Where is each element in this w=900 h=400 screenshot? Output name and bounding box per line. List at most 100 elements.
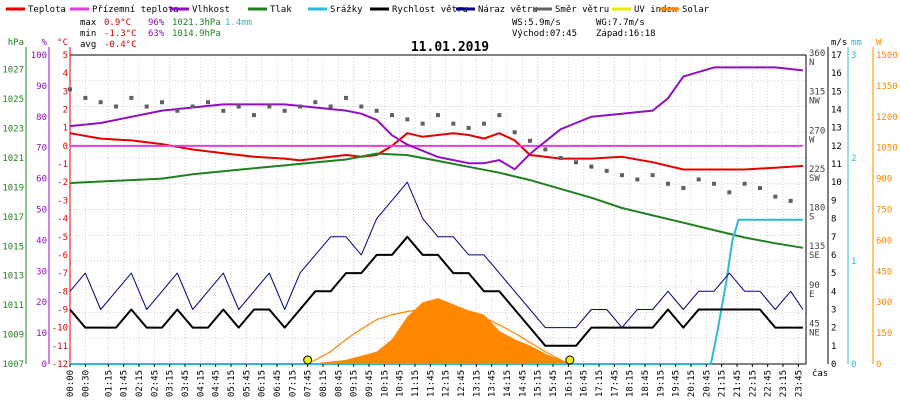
hpa-tick-label: 1025 <box>2 95 24 105</box>
ms-tick-label: 13 <box>831 124 842 134</box>
stats-hum-min: 63% <box>148 29 165 39</box>
time-tick-label: 14:45 <box>518 370 528 397</box>
direction-tick-label: 270 <box>809 126 825 136</box>
hpa-tick-label: 1007 <box>2 360 24 370</box>
time-tick-label: 23:45 <box>794 370 804 397</box>
series-sm-r-v-tru-point <box>497 113 502 118</box>
series-sm-r-v-tru-point <box>420 121 425 126</box>
time-tick-label: 10:15 <box>380 370 390 397</box>
series-sm-r-v-tru-point <box>267 104 272 109</box>
series-sm-r-v-tru-point <box>773 194 778 199</box>
direction-letter: NW <box>809 97 820 107</box>
time-tick-label: 09:15 <box>350 370 360 397</box>
time-tick-label: 09:45 <box>365 370 375 397</box>
series-sm-r-v-tru-point <box>359 104 364 109</box>
wm2-tick-label: 150 <box>876 329 892 339</box>
series-sm-r-v-tru-point <box>129 95 134 100</box>
time-tick-label: 18:15 <box>626 370 636 397</box>
time-tick-label: 10:45 <box>396 370 406 397</box>
hpa-tick-label: 1019 <box>2 183 24 193</box>
ms-tick-label: 10 <box>831 178 842 188</box>
series-sm-r-v-tru-point <box>405 117 410 122</box>
stats-sunrise: Východ:07:45 <box>512 29 577 39</box>
time-tick-label: 02:15 <box>135 370 145 397</box>
stats-press-min: 1014.9hPa <box>172 29 221 39</box>
wm2-unit: W <box>876 38 882 48</box>
time-tick-label: 21:45 <box>733 370 743 397</box>
time-tick-label: 08:45 <box>334 370 344 397</box>
time-tick-label: 03:15 <box>166 370 176 397</box>
axes: 1007100910111013101510171019102110231025… <box>2 38 897 370</box>
series-sm-r-v-tru-point <box>696 177 701 182</box>
pct-tick-label: 10 <box>36 329 47 339</box>
series-sm-r-v-tru-point <box>528 138 532 143</box>
ms-tick-label: 1 <box>831 342 836 352</box>
time-tick-label: 01:45 <box>120 370 130 397</box>
wm2-tick-label: 1050 <box>876 144 898 154</box>
series-sm-r-v-tru-point <box>344 95 348 100</box>
ms-unit: m/s <box>831 38 847 48</box>
series-solar-teoretick--line <box>307 307 571 365</box>
hpa-tick-label: 1009 <box>2 331 24 341</box>
ms-tick-label: 16 <box>831 69 842 79</box>
series-sm-r-v-tru-point <box>328 104 333 109</box>
series-sm-r-v-tru-point <box>221 108 226 113</box>
celsius-tick-label: -8 <box>57 287 68 297</box>
hpa-tick-label: 1013 <box>2 272 24 282</box>
celsius-tick-label: 2 <box>63 106 68 116</box>
plot-area <box>68 66 804 365</box>
time-tick-label: 22:45 <box>764 370 774 397</box>
time-tick-label: 08:15 <box>319 370 329 397</box>
stats-wg: WG:7.7m/s <box>596 18 645 28</box>
series-sm-r-v-tru-point <box>114 104 118 109</box>
direction-letter: N <box>809 58 814 68</box>
stats-panel: max 0.9°C 96% 1021.3hPa 1.4mm min -1.3°C… <box>80 18 656 50</box>
series-sm-r-v-tru-point <box>742 181 747 186</box>
hpa-tick-label: 1015 <box>2 242 24 252</box>
stats-rain: 1.4mm <box>225 18 252 28</box>
direction-tick-label: 360 <box>809 49 825 59</box>
sunset-marker <box>565 355 575 365</box>
direction-tick-label: 315 <box>809 88 825 98</box>
time-tick-label: 19:45 <box>672 370 682 397</box>
celsius-tick-label: -7 <box>57 269 68 279</box>
celsius-tick-label: -12 <box>52 360 68 370</box>
time-tick-label: 12:15 <box>442 370 452 397</box>
ms-tick-label: 15 <box>831 87 842 97</box>
mm-tick-label: 3 <box>851 51 856 61</box>
legend-label: Rychlost větru <box>392 5 468 15</box>
celsius-tick-label: 1 <box>63 124 68 134</box>
time-tick-label: 11:45 <box>426 370 436 397</box>
time-tick-label: 03:45 <box>181 370 191 397</box>
series-sm-r-v-tru-point <box>512 130 517 135</box>
stats-temp-avg: -0.4°C <box>104 40 137 50</box>
series-sm-r-v-tru-point <box>650 173 655 178</box>
series-sm-r-v-tru-point <box>574 160 578 165</box>
time-tick-label: 19:15 <box>656 370 666 397</box>
series-sm-r-v-tru-point <box>620 173 624 178</box>
direction-tick-label: 45 <box>809 319 820 329</box>
celsius-unit: °C <box>57 38 68 48</box>
stats-sunset: Západ:16:18 <box>596 29 656 39</box>
series-sm-r-v-tru-point <box>190 104 195 109</box>
ms-tick-label: 17 <box>831 51 842 61</box>
series-sm-r-v-tru-point <box>466 125 471 130</box>
series-sm-r-v-tru-point <box>558 156 563 160</box>
celsius-tick-label: -6 <box>57 251 68 261</box>
series-sm-r-v-tru-point <box>758 186 762 191</box>
series-sm-r-v-tru-point <box>727 190 732 195</box>
series-n-raz-v-tru-line <box>69 181 804 329</box>
series-sm-r-v-tru-point <box>635 177 640 182</box>
series-sm-r-v-tru-point <box>68 87 72 92</box>
wm2-tick-label: 750 <box>876 206 892 216</box>
series-sm-r-v-tru-point <box>482 121 486 126</box>
series-solar-area <box>307 298 570 364</box>
pct-unit: % <box>42 38 48 48</box>
celsius-tick-label: -2 <box>57 178 68 188</box>
pct-tick-label: 100 <box>31 51 47 61</box>
celsius-tick-label: -10 <box>52 324 68 334</box>
direction-letter: SW <box>809 174 820 184</box>
grid <box>69 54 807 365</box>
time-tick-label: 23:15 <box>779 370 789 397</box>
time-tick-label: 22:15 <box>748 370 758 397</box>
